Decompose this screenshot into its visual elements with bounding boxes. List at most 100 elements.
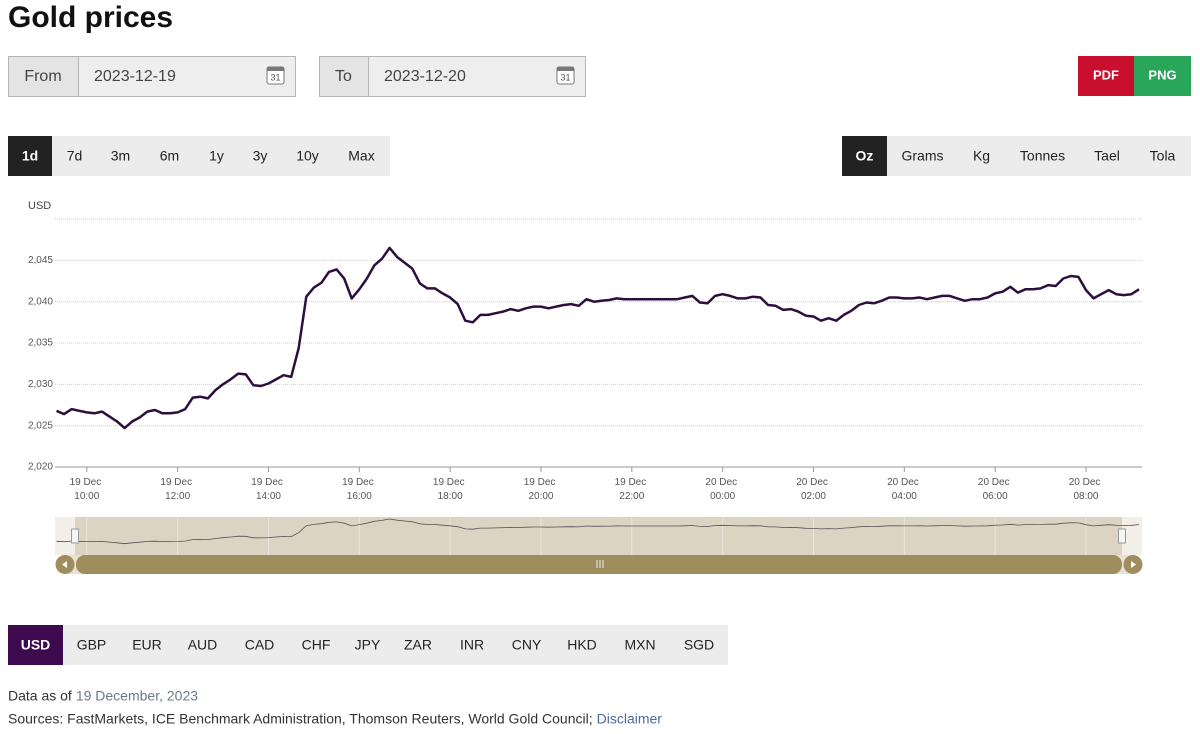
date-input[interactable] (368, 56, 586, 97)
toggle-button[interactable] (120, 625, 174, 665)
navigator-handle[interactable] (1118, 528, 1126, 544)
toggle-button[interactable] (958, 136, 1005, 176)
toggle-button-label[interactable]: 3m (111, 148, 130, 164)
toggle-button[interactable] (1005, 136, 1080, 176)
toggle-button[interactable] (174, 625, 231, 665)
toggle-button[interactable] (63, 625, 120, 665)
toggle-button[interactable] (238, 136, 282, 176)
calendar-icon-bar (557, 67, 574, 71)
toggle-button[interactable] (282, 136, 333, 176)
toggle-button[interactable] (333, 136, 390, 176)
toggle-button-label[interactable]: 6m (160, 148, 179, 164)
date-value[interactable]: 2023-12-20 (384, 68, 466, 85)
footer-label: Data as of (8, 688, 72, 704)
toggle-button-label[interactable]: USD (21, 637, 51, 653)
y-tick-label: 2,040 (28, 296, 53, 307)
navigator-handle[interactable] (71, 528, 79, 544)
y-tick-label: 2,030 (28, 379, 53, 390)
x-tick-label: 19 Dec 12:00 (160, 477, 194, 502)
toggle-button[interactable] (8, 136, 52, 176)
toggle-button-label[interactable]: CNY (512, 637, 542, 653)
toggle-button-label[interactable]: 7d (67, 148, 83, 164)
toggle-button-label[interactable]: EUR (132, 637, 162, 653)
x-tick-label: 20 Dec 00:00 (705, 477, 739, 502)
scrollbar-arrow-icon (1131, 561, 1136, 568)
toggle-button[interactable] (554, 625, 610, 665)
toggle-button-label[interactable]: Tonnes (1020, 148, 1065, 164)
toggle-button-label[interactable]: Grams (902, 148, 944, 164)
toggle-button-label[interactable]: INR (460, 637, 484, 653)
toggle-button-label[interactable]: CAD (245, 637, 275, 653)
toggle-button-label[interactable]: AUD (188, 637, 218, 653)
footer-disclaimer[interactable]: Disclaimer (597, 711, 663, 727)
toggle-button[interactable] (445, 625, 499, 665)
page-title: Gold prices (8, 1, 173, 34)
x-tick-label: 19 Dec 22:00 (615, 477, 649, 502)
toggle-button[interactable] (231, 625, 288, 665)
scrollbar-thumb[interactable] (76, 555, 1122, 574)
footer-date: 19 December, 2023 (76, 688, 198, 704)
y-tick-label: 2,020 (28, 462, 53, 473)
toggle-button[interactable] (610, 625, 670, 665)
export-button-label[interactable]: PNG (1148, 67, 1176, 82)
toggle-button[interactable] (144, 136, 195, 176)
toggle-button-label[interactable]: 1d (22, 148, 38, 164)
toggle-button[interactable] (97, 136, 144, 176)
export-button[interactable] (1134, 56, 1191, 96)
toggle-button[interactable] (670, 625, 728, 665)
y-tick-label: 2,035 (28, 338, 53, 349)
toggle-button[interactable] (288, 625, 344, 665)
y-axis-label: USD (28, 200, 51, 212)
toggle-button[interactable] (1134, 136, 1191, 176)
x-tick-label: 20 Dec 06:00 (978, 477, 1012, 502)
calendar-icon-bar (267, 67, 284, 71)
date-label: To (335, 68, 352, 85)
toggle-button-label[interactable]: Tael (1094, 148, 1120, 164)
scrollbar-arrow-icon (62, 561, 67, 568)
toggle-button-label[interactable]: 1y (209, 148, 224, 164)
date-label: From (24, 68, 61, 85)
x-tick-label: 19 Dec 14:00 (251, 477, 285, 502)
toggle-button[interactable] (499, 625, 554, 665)
toggle-button-label[interactable]: JPY (355, 637, 381, 653)
x-tick-label: 19 Dec 20:00 (524, 477, 558, 502)
export-button[interactable] (1078, 56, 1134, 96)
date-value[interactable]: 2023-12-19 (94, 68, 176, 85)
toggle-button-label[interactable]: Max (348, 148, 374, 164)
calendar-icon-text: 31 (560, 72, 570, 82)
x-tick-label: 19 Dec 16:00 (342, 477, 376, 502)
toggle-button-label[interactable]: Oz (856, 148, 874, 164)
toggle-button-label[interactable]: 10y (296, 148, 319, 164)
toggle-button[interactable] (391, 625, 445, 665)
date-label-box (8, 56, 79, 97)
footer-sources: Sources: FastMarkets, ICE Benchmark Admi… (8, 711, 593, 727)
toggle-button-label[interactable]: Tola (1150, 148, 1176, 164)
date-label-box (319, 56, 369, 97)
toggle-button-label[interactable]: SGD (684, 637, 714, 653)
toggle-button[interactable] (52, 136, 97, 176)
date-input[interactable] (78, 56, 296, 97)
toggle-button-label[interactable]: Kg (973, 148, 990, 164)
toggle-button[interactable] (887, 136, 958, 176)
x-tick-label: 20 Dec 02:00 (796, 477, 830, 502)
x-tick-label: 20 Dec 08:00 (1069, 477, 1103, 502)
toggle-button[interactable] (842, 136, 887, 176)
toggle-button-label[interactable]: ZAR (404, 637, 432, 653)
navigator-window[interactable] (75, 517, 1122, 555)
toggle-button-label[interactable]: HKD (567, 637, 597, 653)
toggle-button-label[interactable]: 3y (253, 148, 268, 164)
y-tick-label: 2,025 (28, 420, 53, 431)
x-tick-label: 19 Dec 18:00 (433, 477, 467, 502)
toggle-button[interactable] (1080, 136, 1134, 176)
x-tick-label: 20 Dec 04:00 (887, 477, 921, 502)
toggle-button[interactable] (344, 625, 391, 665)
toggle-button-label[interactable]: GBP (77, 637, 107, 653)
toggle-button[interactable] (8, 625, 63, 665)
navigator-line (56, 518, 1140, 545)
toggle-button[interactable] (195, 136, 238, 176)
export-button-label[interactable]: PDF (1093, 67, 1119, 82)
toggle-button-label[interactable]: MXN (624, 637, 655, 653)
toggle-button-label[interactable]: CHF (302, 637, 331, 653)
price-line (56, 246, 1140, 430)
